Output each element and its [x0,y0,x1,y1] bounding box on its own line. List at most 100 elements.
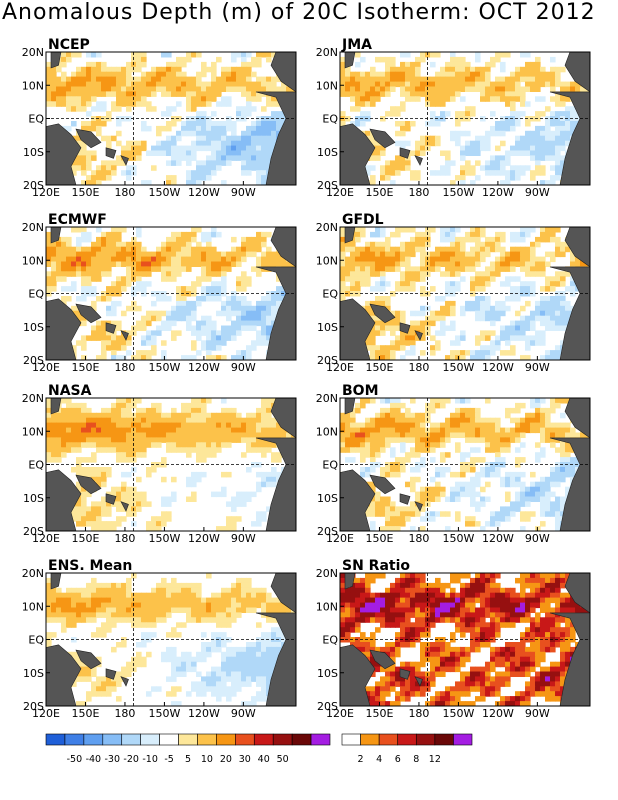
lon-tick-label: 150E [365,361,393,374]
land-mass [399,493,411,505]
colorbar-swatch [121,733,141,746]
colorbar-swatch [45,733,66,746]
lon-tick-label: 90W [231,707,256,720]
lat-tick-label: 10S [23,492,44,505]
land-mass [344,52,356,69]
land-mass [120,155,129,166]
lat-tick-label: 10N [22,425,44,438]
land-mass [255,266,296,360]
lat-tick-label: 10S [23,667,44,680]
lon-tick-label: 120W [188,361,220,374]
lon-tick-label: 120W [482,361,514,374]
lat-tick-label: 20S [23,179,44,192]
land-mass [46,298,82,360]
colorbar-label: -10 [142,754,158,765]
lon-tick-label: 150E [71,707,99,720]
lon-tick-label: 180 [408,361,429,374]
lat-tick-label: 20S [317,354,338,367]
lat-tick-label: EQ [28,288,44,301]
land-mass [75,474,102,495]
lon-tick-label: 180 [114,707,135,720]
colorbar-swatch [397,733,417,746]
colorbar-swatch [360,733,380,746]
land-mass [105,493,117,505]
lat-tick-label: 20N [22,46,44,59]
lon-tick-label: 120W [188,707,220,720]
colorbar-label: 30 [239,754,251,765]
lat-tick-label: 10N [316,600,338,613]
land-mass [399,668,411,680]
colorbar-swatch [216,733,236,746]
lat-tick-label: EQ [28,634,44,647]
lon-tick-label: 90W [525,361,550,374]
colorbar-label: 12 [429,754,441,765]
lat-tick-label: 10N [316,79,338,92]
land-mass [50,227,62,244]
lat-tick-label: 10S [23,146,44,159]
land-mass [50,398,62,415]
lat-tick-label: 20N [22,221,44,234]
colorbar-label: -40 [86,754,102,765]
lon-tick-label: 120W [482,532,514,545]
colorbar-swatch [140,733,160,746]
lon-tick-label: 180 [408,707,429,720]
land-mass [344,398,356,415]
lat-tick-label: 20S [23,525,44,538]
colorbar-swatch [272,733,293,746]
colorbar-swatch [253,733,274,746]
colorbar-swatch [159,733,179,746]
land-mass [549,437,590,531]
land-mass [369,303,396,324]
land-mass [540,227,590,268]
panel-title: GFDL [342,212,384,228]
land-mass [414,676,423,687]
lon-tick-label: 150E [71,532,99,545]
lat-tick-label: 20N [316,392,338,405]
colorbar-swatch [291,733,312,746]
lat-tick-label: EQ [322,113,338,126]
colorbar-swatch [434,733,454,746]
lon-tick-label: 180 [408,532,429,545]
colorbar-swatch [83,733,104,746]
colorbar-label: -5 [164,754,173,765]
land-mass [255,437,296,531]
lat-tick-label: 20N [316,567,338,580]
land-mass [75,303,102,324]
lon-tick-label: 150W [442,707,474,720]
lat-tick-label: 20S [23,700,44,713]
land-mass [549,266,590,360]
lon-tick-label: 180 [114,361,135,374]
land-mass [540,52,590,93]
lat-tick-label: 10N [316,254,338,267]
land-mass [46,644,82,706]
lon-tick-label: 180 [408,186,429,199]
lon-tick-label: 120W [482,186,514,199]
colorbar-swatch [178,733,198,746]
lat-tick-label: 10N [22,254,44,267]
lon-tick-label: 150E [365,532,393,545]
lat-tick-label: 10S [317,492,338,505]
lon-tick-label: 150W [442,532,474,545]
lon-tick-label: 120E [326,361,354,374]
lon-tick-label: 150W [442,361,474,374]
colorbar-swatch [378,733,399,746]
land-mass [246,227,296,268]
land-mass [340,644,376,706]
land-mass [120,676,129,687]
lon-tick-label: 120W [188,186,220,199]
lat-tick-label: 10S [317,667,338,680]
land-mass [549,91,590,185]
land-mass [414,330,423,341]
lat-tick-label: EQ [322,634,338,647]
lon-tick-label: 120E [326,532,354,545]
lon-tick-label: 90W [525,532,550,545]
lon-tick-label: 120E [326,707,354,720]
colorbar-label: 4 [376,754,382,765]
lon-tick-label: 90W [525,707,550,720]
